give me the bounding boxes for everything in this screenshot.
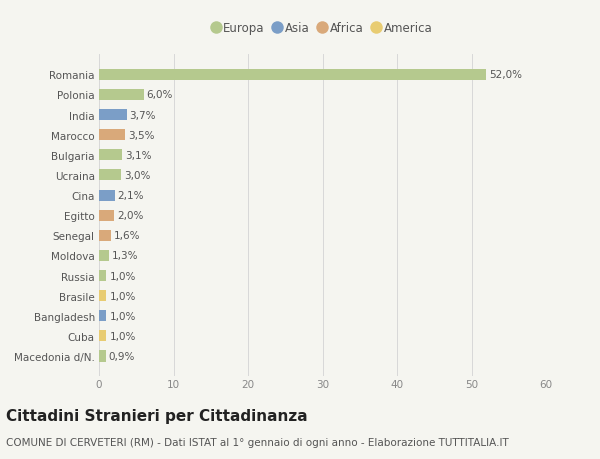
- Bar: [99, 130, 125, 141]
- Bar: [99, 230, 111, 241]
- Bar: [99, 351, 106, 362]
- Text: 3,7%: 3,7%: [130, 110, 156, 120]
- Text: 1,0%: 1,0%: [109, 271, 136, 281]
- Bar: [99, 190, 115, 201]
- Bar: [99, 210, 114, 221]
- Text: 3,1%: 3,1%: [125, 151, 152, 161]
- Text: 0,9%: 0,9%: [109, 351, 135, 361]
- Text: 1,0%: 1,0%: [109, 291, 136, 301]
- Bar: [99, 311, 106, 322]
- Text: 2,0%: 2,0%: [117, 211, 143, 221]
- Legend: Europa, Asia, Africa, America: Europa, Asia, Africa, America: [213, 22, 432, 35]
- Text: 1,6%: 1,6%: [114, 231, 140, 241]
- Text: 6,0%: 6,0%: [146, 90, 173, 100]
- Text: 1,0%: 1,0%: [109, 331, 136, 341]
- Bar: [99, 291, 106, 302]
- Text: Cittadini Stranieri per Cittadinanza: Cittadini Stranieri per Cittadinanza: [6, 408, 308, 423]
- Bar: [99, 150, 122, 161]
- Text: 3,5%: 3,5%: [128, 130, 155, 140]
- Bar: [99, 110, 127, 121]
- Text: 2,1%: 2,1%: [118, 190, 144, 201]
- Bar: [99, 70, 487, 81]
- Text: 52,0%: 52,0%: [490, 70, 523, 80]
- Bar: [99, 90, 144, 101]
- Text: COMUNE DI CERVETERI (RM) - Dati ISTAT al 1° gennaio di ogni anno - Elaborazione : COMUNE DI CERVETERI (RM) - Dati ISTAT al…: [6, 437, 509, 447]
- Bar: [99, 330, 106, 341]
- Text: 3,0%: 3,0%: [124, 171, 151, 180]
- Bar: [99, 250, 109, 262]
- Text: 1,3%: 1,3%: [112, 251, 138, 261]
- Bar: [99, 270, 106, 281]
- Bar: [99, 170, 121, 181]
- Text: 1,0%: 1,0%: [109, 311, 136, 321]
